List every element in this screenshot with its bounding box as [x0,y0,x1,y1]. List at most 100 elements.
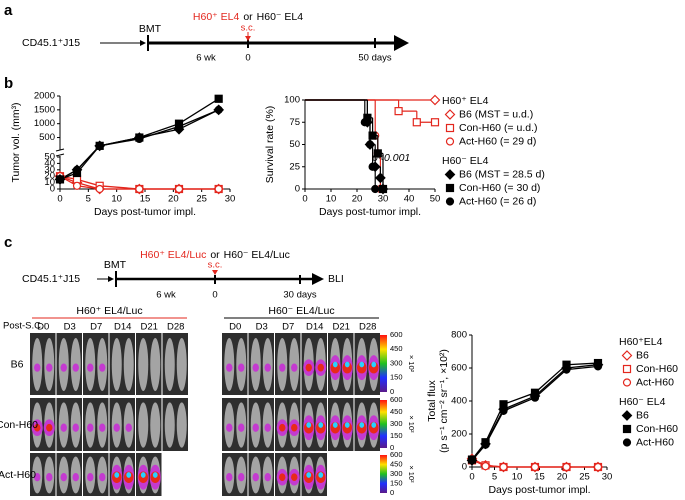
x-tick-label: 20 [168,194,179,205]
y-tick-label: 2000 [34,91,55,102]
y-tick-label: 500 [39,132,55,143]
x-axis-label: Days post-tumor impl. [488,484,590,496]
arrowhead [108,276,114,282]
x-tick-label: 5 [492,472,497,483]
day-label: D14 [114,322,131,333]
colorbar-tick: 600 [390,395,403,404]
mouse [164,402,175,448]
mouse [150,338,161,391]
signal [371,361,377,368]
marker [562,365,571,374]
marker [621,350,633,361]
injection-negative: H60⁻ EL4 [257,11,304,23]
marker [481,462,490,471]
marker [378,184,388,194]
marker [499,406,508,415]
arrowhead [140,40,146,46]
y-tick-label: 75 [289,117,300,128]
signal [291,423,298,432]
signal [356,361,367,374]
legend-title: H60⁻ EL4 [442,155,489,167]
marker [593,362,603,371]
signal [252,363,259,372]
x-tick-label: 25 [579,472,590,483]
marker [622,378,632,387]
series-line [59,109,219,180]
x-tick-label: 0 [57,194,62,205]
marker [562,462,571,472]
signal [72,423,79,432]
legend-label: Act-H60 (= 26 d) [459,195,536,207]
marker [95,184,104,194]
colorbar-unit: × 10² [407,465,416,483]
legend-title: H60⁻ EL4 [619,396,666,408]
colorbar-tick: 0 [390,387,394,396]
mouse [164,338,175,391]
y-axis-label: Tumor vol. (mm³) [10,102,22,182]
signal [99,423,106,432]
x-tick-label: 30 [378,194,389,205]
marker [135,184,144,194]
colorbar-unit: × 10² [407,355,416,373]
marker [174,184,184,194]
signal [252,473,259,482]
y-tick-label: 20 [44,171,55,182]
y-tick-label: 50 [44,152,55,163]
timeline-start: CD45.1⁺J15 [22,273,80,285]
signal [72,473,79,482]
signal [46,473,53,482]
x-tick-label: 10 [111,194,122,205]
x-tick-label: 30 [225,194,236,205]
signal [264,363,271,372]
signal [306,472,312,478]
route-label: s.c. [208,260,223,271]
timeline-start: CD45.1⁺J15 [22,37,80,49]
x-tick-label: 20 [557,472,568,483]
marker [499,400,508,409]
y-tick-label: 1500 [34,104,55,115]
signal [359,361,365,368]
day-label: D0 [229,322,241,333]
signal [140,472,146,478]
x-tick-label: 10 [326,194,337,205]
panel-label: a [4,2,13,19]
marker [622,364,632,374]
day-label: D0 [37,322,49,333]
signal [279,423,286,432]
colorbar-tick: 450 [390,407,403,416]
row-label: Act-H60 [0,469,36,481]
x-tick-label: 15 [140,194,151,205]
legend-title: H60⁺EL4 [619,336,663,348]
marker [95,141,104,150]
mouse [123,338,134,391]
signal [252,423,259,432]
y-tick-label: 1000 [34,118,55,129]
legend-label: Con-H60 (= 30 d) [459,182,540,194]
legend-label: Act-H60 (= 29 d) [459,135,536,147]
marker [135,134,144,144]
mouse [150,402,161,448]
arrowhead [212,270,218,275]
signal [152,472,158,478]
colorbar [380,335,387,392]
marker [368,131,377,140]
signal [332,422,338,428]
bmt-label: BMT [139,23,162,35]
colorbar [380,455,387,493]
signal [279,363,286,372]
zero-label: 0 [245,53,250,64]
end-label: 50 days [358,53,392,64]
mouse [176,338,187,391]
day-label: D14 [306,322,323,333]
y-tick-label: 40 [44,158,55,169]
signal [368,361,379,374]
x-tick-label: 40 [404,194,415,205]
group-title: H60⁻ EL4/Luc [268,305,334,317]
colorbar-tick: 300 [390,419,403,428]
arrowhead [394,35,409,51]
signal [99,473,106,482]
signal [99,363,106,372]
marker [360,118,369,127]
colorbar-tick: 300 [390,469,403,478]
colorbar [380,400,387,448]
